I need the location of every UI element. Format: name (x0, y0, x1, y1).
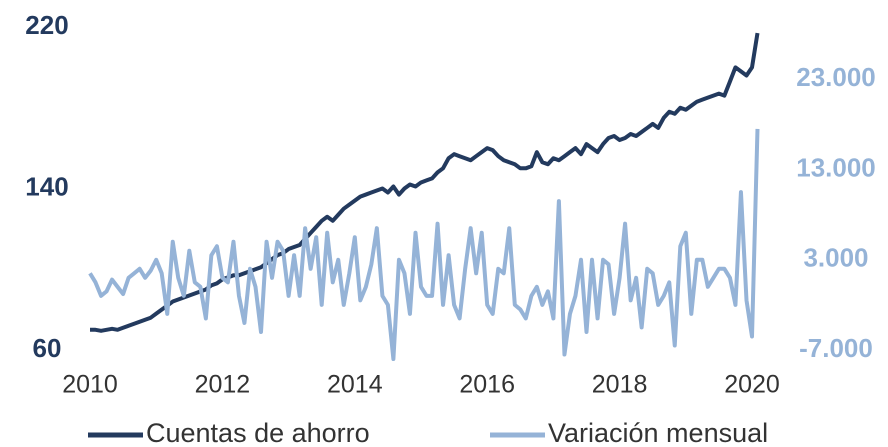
y-tick-label: 60 (33, 333, 62, 363)
x-tick-label: 2020 (724, 371, 780, 399)
x-tick-label: 2012 (195, 371, 251, 399)
legend-label: Cuentas de ahorro (146, 418, 370, 447)
series-line (90, 32, 760, 333)
x-tick-label: 2010 (62, 371, 118, 399)
legend-label: Variación mensual (548, 418, 768, 447)
y2-tick-label: 3.000 (803, 243, 868, 273)
y2-tick-label: 23.000 (796, 62, 876, 92)
x-tick-label: 2016 (459, 371, 515, 399)
y-tick-label: 140 (25, 171, 68, 201)
series-line (88, 128, 760, 362)
y2-tick-label: 13.000 (796, 152, 876, 182)
y2-tick-label: -7.000 (799, 333, 873, 363)
x-tick-label: 2018 (592, 371, 648, 399)
x-tick-label: 2014 (327, 371, 383, 399)
y-tick-label: 220 (25, 10, 68, 40)
